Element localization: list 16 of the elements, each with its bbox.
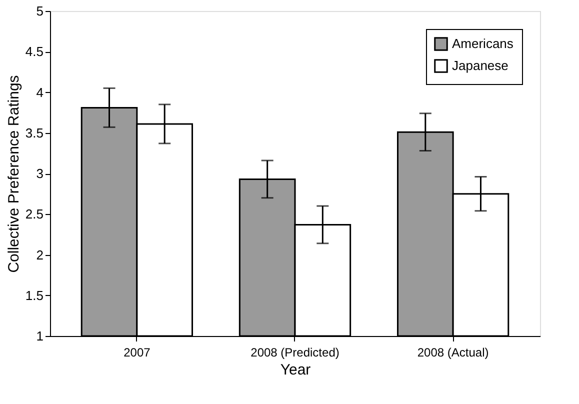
x-axis-title: Year xyxy=(280,362,311,378)
y-axis-title: Collective Preference Ratings xyxy=(5,75,22,273)
y-tick-label: 4 xyxy=(36,84,44,100)
y-tick-label: 3 xyxy=(36,166,44,181)
x-tick-label: 2008 (Actual) xyxy=(417,346,489,360)
y-tick-label: 1 xyxy=(36,328,44,344)
legend-label: Americans xyxy=(452,36,514,51)
x-tick-label: 2007 xyxy=(124,346,151,360)
y-tick-label: 3.5 xyxy=(25,125,44,140)
x-tick-label: 2008 (Predicted) xyxy=(250,346,340,360)
y-tick-label: 2 xyxy=(36,247,44,262)
y-tick-label: 2.5 xyxy=(25,206,44,222)
y-tick-label: 1.5 xyxy=(25,288,44,303)
legend-label: Japanese xyxy=(452,58,508,73)
y-tick-label: 4.5 xyxy=(25,44,44,60)
y-tick-label: 5 xyxy=(36,4,44,18)
